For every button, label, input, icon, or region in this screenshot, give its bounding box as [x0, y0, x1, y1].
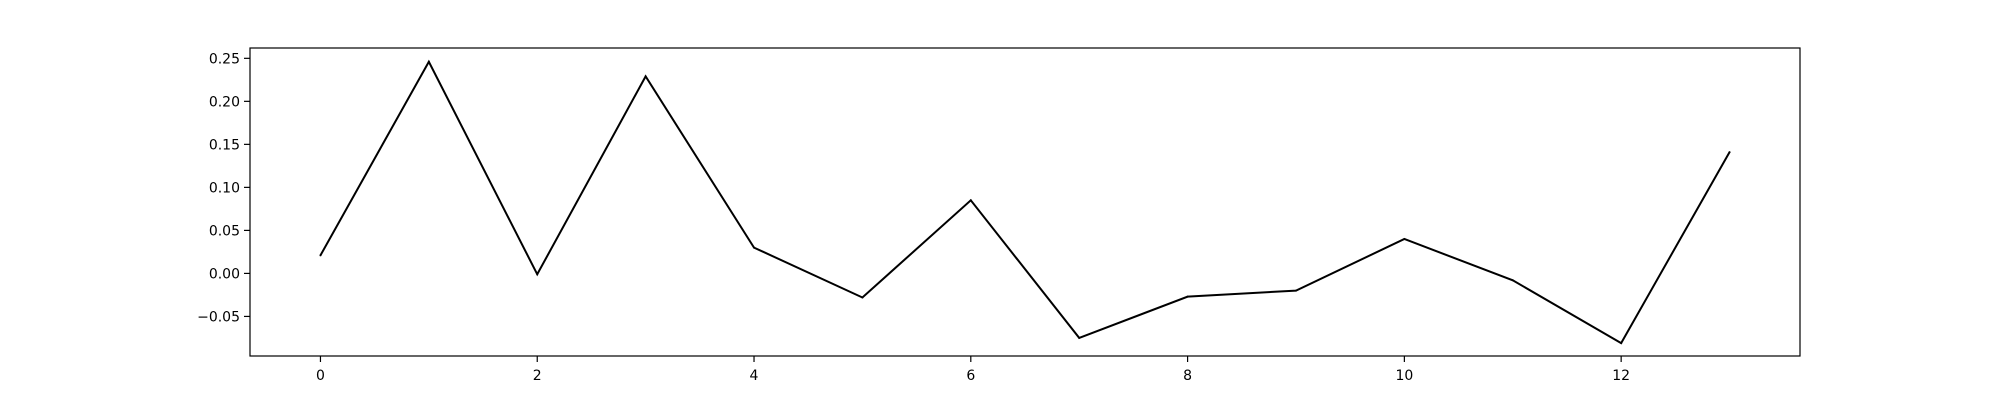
- data-point: [1186, 295, 1189, 298]
- y-tick-label: −0.05: [197, 309, 240, 325]
- plot-frame: [249, 47, 1801, 357]
- y-axis-ticks: −0.05 0.00 0.05 0.10 0.15 0.20 0.25: [197, 51, 250, 325]
- x-tick-label: 6: [966, 368, 975, 384]
- data-point: [1728, 151, 1731, 154]
- data-point: [1620, 342, 1623, 345]
- data-point: [969, 199, 972, 202]
- data-point: [1511, 279, 1514, 282]
- series-line: [319, 59, 1731, 345]
- data-point: [1294, 289, 1297, 292]
- data-point: [319, 254, 322, 257]
- data-point: [1078, 336, 1081, 339]
- x-tick-label: 4: [750, 368, 759, 384]
- x-axis-ticks: 0 2 4 6 8 10 12: [316, 356, 1630, 384]
- x-tick-label: 0: [316, 368, 325, 384]
- y-tick-label: 0.25: [209, 51, 240, 67]
- data-point: [1403, 237, 1406, 240]
- x-tick-label: 10: [1395, 368, 1413, 384]
- data-point: [427, 60, 430, 63]
- y-tick-label: 0.20: [209, 94, 240, 110]
- plot-area: [250, 48, 1800, 356]
- y-tick-label: 0.00: [209, 266, 240, 282]
- data-point: [753, 246, 756, 249]
- data-point: [861, 296, 864, 299]
- data-point: [644, 75, 647, 78]
- x-tick-label: 8: [1183, 368, 1192, 384]
- y-tick-label: 0.10: [209, 180, 240, 196]
- x-tick-label: 2: [533, 368, 542, 384]
- data-point: [536, 273, 539, 276]
- y-tick-label: 0.15: [209, 137, 240, 153]
- y-tick-label: 0.05: [209, 223, 240, 239]
- data-points: [319, 60, 1731, 345]
- x-tick-label: 12: [1612, 368, 1630, 384]
